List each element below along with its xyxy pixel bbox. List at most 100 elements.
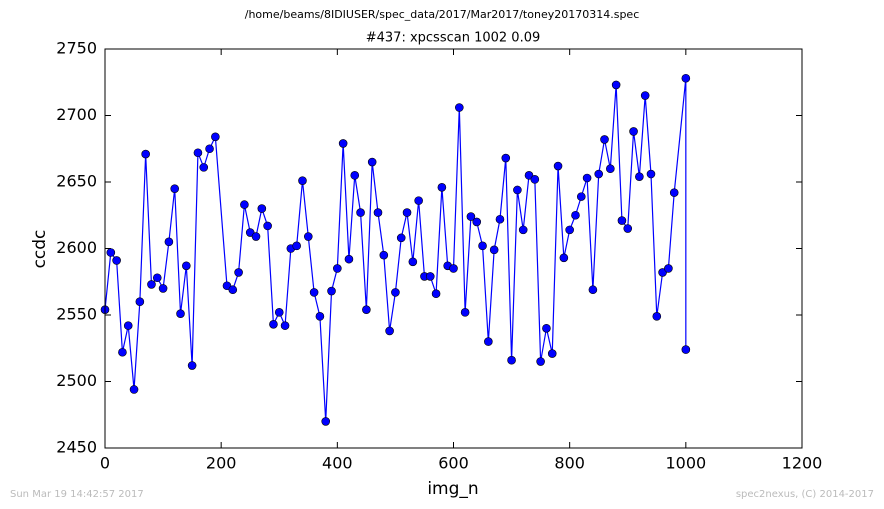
data-point [402,208,412,217]
data-point [118,347,127,357]
data-point [576,192,586,201]
data-point [542,323,551,333]
chart-title: #437: xpcsscan 1002 0.09 [366,31,541,46]
y-tick-label: 2700 [56,105,97,124]
data-point [664,264,673,273]
y-tick-label: 2500 [56,371,97,390]
data-point [396,233,406,243]
data-point [518,225,528,235]
data-point [141,149,150,159]
data-point [501,153,511,163]
footer-left: Sun Mar 19 14:42:57 2017 [10,489,144,500]
data-point [530,175,540,184]
data-point [472,217,482,227]
data-point [669,188,679,197]
plot-frame [104,48,803,449]
data-point [106,248,116,257]
data-point [350,171,360,180]
data-point [327,286,336,296]
data-point [164,237,174,247]
data-point [495,214,505,224]
data-point [559,253,569,263]
data-point [112,256,121,265]
data-point [635,172,644,181]
data-point [646,169,656,179]
data-point [234,268,243,277]
data-point [571,210,580,220]
data-point [484,337,493,346]
data-point [449,264,458,273]
data-point [623,224,633,233]
data-point [321,417,331,426]
data-point [193,148,203,158]
data-point [408,257,418,267]
x-tick-label: 600 [438,454,469,473]
data-point [147,280,156,289]
data-point [582,173,592,183]
data-point [292,241,301,251]
data-point [211,132,220,142]
data-point [333,264,342,273]
data-point [205,144,214,154]
data-point [257,204,267,213]
data-point [129,385,139,394]
data-point [606,164,615,173]
data-point [135,297,145,307]
data-point [425,272,435,281]
data-point [478,241,487,251]
data-point [391,288,400,297]
data-point [600,135,609,144]
data-line [104,78,687,422]
data-point [513,185,522,195]
data-point [338,139,348,148]
data-point [263,221,272,231]
data-point [466,212,476,221]
data-point [274,308,284,317]
data-point [182,261,191,271]
y-tick-label: 2750 [56,39,97,58]
data-point [536,357,545,366]
data-point [176,309,185,318]
data-point [367,157,377,167]
x-axis-label: img_n [427,479,478,499]
y-tick-label: 2450 [56,438,97,457]
x-tick-label: 800 [554,454,585,473]
x-tick-label: 0 [100,454,110,473]
x-tick-label: 1200 [782,454,823,473]
x-tick-label: 400 [322,454,353,473]
data-point [629,127,638,136]
data-point [152,273,162,283]
x-tick-label: 1000 [665,454,706,473]
data-point [640,91,650,100]
data-point [489,245,499,255]
data-point [315,312,325,321]
data-point [251,232,261,241]
data-point [303,232,313,241]
data-point [356,208,365,217]
y-axis-label: ccdc [30,230,50,269]
data-point [362,305,371,314]
data-point [565,225,574,235]
data-point [414,196,423,205]
footer-right: spec2nexus, (C) 2014-2017 [736,489,874,500]
data-point [681,345,691,354]
data-point [158,284,168,293]
data-point [240,200,249,209]
data-point [437,183,447,192]
data-point [280,321,290,330]
data-point [588,285,598,295]
data-point [269,320,278,329]
data-point [344,254,354,264]
data-point [455,103,464,112]
data-point [373,208,383,217]
data-point [228,285,238,295]
data-point [431,289,441,299]
data-point [385,326,394,336]
data-point [611,80,621,90]
data-point [170,184,179,193]
data-point [594,169,604,179]
data-point [547,349,557,358]
data-point [652,312,662,321]
